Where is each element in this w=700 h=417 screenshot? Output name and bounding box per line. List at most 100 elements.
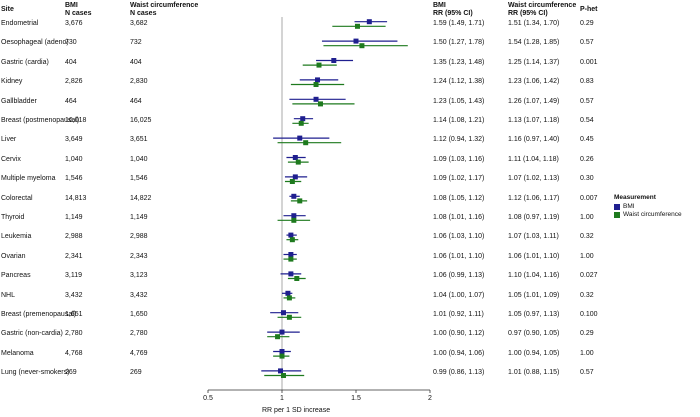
row-waist-rr: 1.01 (0.88, 1.15) (508, 369, 560, 377)
row-waist-rr: 1.54 (1.28, 1.85) (508, 39, 560, 47)
header-bmi-rr-line2: RR (95% CI) (433, 10, 473, 17)
row-phet: 0.30 (580, 175, 594, 183)
point-bmi (292, 174, 298, 180)
header-bmi-cases-line2: N cases (65, 10, 92, 17)
point-waist (279, 353, 285, 359)
point-waist (317, 101, 323, 107)
row-bmi-rr: 1.23 (1.05, 1.43) (433, 97, 485, 105)
legend-label-bmi: BMI (623, 203, 635, 210)
row-n-bmi: 2,780 (65, 330, 83, 338)
row-bmi-rr: 1.01 (0.92, 1.11) (433, 311, 484, 318)
row-waist-rr: 1.05 (0.97, 1.13) (508, 311, 560, 318)
point-waist (289, 179, 295, 184)
row-site: Leukemia (1, 233, 32, 241)
row-bmi-rr: 0.99 (0.86, 1.13) (433, 369, 485, 377)
header-phet: P-het (580, 6, 598, 13)
row-n-bmi: 2,826 (65, 78, 83, 86)
point-waist (286, 314, 292, 320)
row-site: Lung (never-smokers) (1, 369, 70, 377)
row-site: Kidney (1, 78, 23, 86)
point-waist (298, 120, 304, 126)
row-n-waist: 2,780 (130, 330, 148, 338)
row-waist-rr: 1.05 (1.01, 1.09) (508, 291, 560, 299)
row-waist-rr: 1.16 (0.97, 1.40) (508, 136, 560, 144)
row-n-waist: 2,343 (130, 252, 148, 260)
row-n-bmi: 404 (65, 58, 77, 66)
row-n-bmi: 16,018 (65, 117, 87, 124)
row-phet: 0.027 (580, 272, 598, 280)
row-site: Thyroid (1, 214, 25, 221)
row-n-bmi: 2,988 (65, 233, 83, 241)
row-site: Liver (1, 136, 17, 144)
point-bmi (315, 77, 321, 83)
row-n-bmi: 1,149 (65, 214, 83, 221)
row-phet: 0.007 (580, 194, 598, 202)
point-bmi (297, 135, 303, 141)
row-site: Gastric (cardia) (1, 58, 49, 66)
x-axis-label: RR per 1 SD increase (262, 407, 331, 414)
row-site: NHL (1, 291, 16, 299)
legend-swatch-waist (614, 211, 620, 218)
row-site: Oesophageal (adeno) (1, 39, 69, 47)
row-waist-rr: 1.12 (1.06, 1.17) (508, 194, 560, 202)
point-waist (316, 62, 322, 68)
row-n-waist: 4,769 (130, 349, 148, 357)
header-bmi-cases: BMI N cases (65, 2, 91, 18)
row-phet: 0.83 (580, 78, 594, 86)
x-tick-label: 0.5 (203, 395, 213, 402)
row-n-waist: 269 (130, 369, 142, 377)
row-phet: 0.001 (580, 58, 598, 66)
row-waist-rr: 1.00 (0.94, 1.05) (508, 349, 560, 357)
row-n-bmi: 1,546 (65, 175, 83, 183)
row-bmi-rr: 1.24 (1.12, 1.38) (433, 78, 485, 86)
point-waist (303, 140, 309, 146)
header-bmi-rr: BMI RR (95% CI) (433, 2, 473, 18)
row-phet: 1.00 (580, 252, 594, 260)
row-bmi-rr: 1.59 (1.49, 1.71) (433, 20, 485, 27)
row-n-waist: 3,651 (130, 136, 148, 144)
legend-label-waist: Waist circumference (623, 211, 682, 218)
point-bmi (288, 252, 294, 257)
point-bmi (285, 290, 291, 296)
legend: Measurement BMI Waist circumference (614, 194, 682, 219)
row-n-bmi: 464 (65, 97, 77, 105)
point-waist (313, 82, 319, 87)
row-site: Pancreas (1, 272, 31, 280)
row-n-bmi: 3,676 (65, 20, 83, 27)
row-n-bmi: 269 (65, 369, 77, 377)
row-phet: 0.26 (580, 155, 594, 163)
point-bmi (331, 58, 337, 63)
row-phet: 0.32 (580, 291, 594, 299)
row-site: Gallbladder (1, 97, 37, 105)
row-n-waist: 1,650 (130, 311, 148, 318)
row-site: Melanoma (1, 349, 34, 357)
row-n-bmi: 4,768 (65, 349, 83, 357)
point-waist (288, 256, 294, 262)
row-waist-rr: 1.51 (1.34, 1.70) (508, 20, 560, 27)
row-site: Gastric (non-cardia) (1, 330, 63, 338)
x-tick-label: 2 (428, 395, 432, 402)
row-phet: 0.45 (580, 136, 594, 144)
row-bmi-rr: 1.06 (1.03, 1.10) (433, 233, 485, 241)
legend-swatch-bmi (614, 203, 620, 210)
point-bmi (292, 155, 298, 160)
header-waist-rr-line2: RR (95% CI) (508, 10, 548, 17)
row-bmi-rr: 1.09 (1.02, 1.17) (433, 175, 485, 183)
header-waist-cases: Waist circumference N cases (130, 2, 198, 18)
row-bmi-rr: 1.08 (1.05, 1.12) (433, 194, 485, 202)
row-phet: 0.54 (580, 117, 594, 124)
point-waist (297, 198, 303, 204)
row-n-bmi: 3,649 (65, 136, 83, 144)
row-n-bmi: 2,341 (65, 252, 83, 260)
row-phet: 0.57 (580, 39, 594, 47)
legend-item-waist: Waist circumference (614, 211, 682, 218)
row-site: Breast (premenopausal) (1, 311, 77, 318)
row-waist-rr: 1.25 (1.14, 1.37) (508, 58, 560, 66)
header-waist-rr: Waist circumference RR (95% CI) (508, 2, 576, 18)
row-n-bmi: 3,119 (65, 272, 82, 280)
row-phet: 1.00 (580, 349, 594, 357)
row-n-waist: 3,682 (130, 20, 148, 27)
row-waist-rr: 0.97 (0.90, 1.05) (508, 330, 560, 338)
row-bmi-rr: 1.50 (1.27, 1.78) (433, 39, 485, 47)
